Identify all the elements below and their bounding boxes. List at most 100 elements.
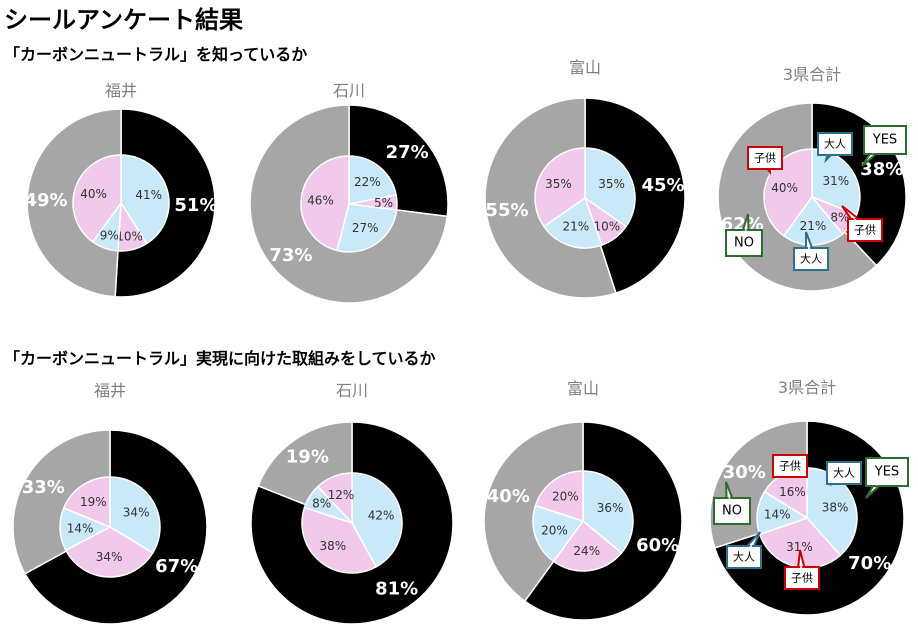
chart-title: 富山 <box>567 379 599 398</box>
inner-percent-label: 31% <box>786 540 813 554</box>
no-percent-label: 49% <box>24 190 67 211</box>
inner-percent-label: 46% <box>307 193 334 207</box>
callout-子供: 子供 <box>772 454 808 479</box>
inner-percent-label: 8% <box>312 497 331 511</box>
callout-子供: 子供 <box>841 205 883 242</box>
callout-NO: NO <box>713 481 751 525</box>
donut-chart-1: 石川 27% 73% 22% 5% 27% 46% <box>249 81 449 304</box>
inner-slice-adult <box>336 203 398 253</box>
inner-percent-label: 40% <box>80 187 107 201</box>
yes-percent-label: 51% <box>174 195 217 216</box>
yes-percent-label: 81% <box>375 578 418 599</box>
inner-percent-label: 40% <box>771 181 798 195</box>
inner-slice-adult <box>806 467 858 557</box>
yes-percent-label: 27% <box>386 142 429 163</box>
inner-slice-adult <box>782 195 844 246</box>
inner-percent-label: 35% <box>545 177 572 191</box>
donut-chart-6: 富山 60% 40% 36% 24% 20% 20% <box>483 379 683 621</box>
inner-percent-label: 36% <box>597 501 624 515</box>
inner-percent-label: 10% <box>116 229 143 243</box>
callout-YES: YES <box>865 457 909 499</box>
chart-title: 石川 <box>333 81 365 100</box>
inner-percent-label: 21% <box>800 219 827 233</box>
no-percent-label: 73% <box>269 245 312 266</box>
inner-percent-label: 8% <box>830 210 849 224</box>
inner-slice-adult <box>584 147 636 228</box>
inner-percent-label: 21% <box>562 220 589 234</box>
callout-大人: 大人 <box>793 231 829 271</box>
inner-percent-label: 5% <box>374 196 393 210</box>
chart-title: 富山 <box>569 58 601 77</box>
inner-percent-label: 10% <box>594 220 621 234</box>
callout-label: YES <box>872 133 897 148</box>
section-title-awareness: 「カーボンニュートラル」を知っているか <box>4 45 308 64</box>
inner-percent-label: 27% <box>352 221 379 235</box>
chart-title: 3県合計 <box>778 378 836 397</box>
callout-大人: 大人 <box>726 531 762 569</box>
callout-label: 大人 <box>733 550 755 564</box>
callout-大人: 大人 <box>817 132 853 164</box>
inner-slice-adult <box>348 155 398 205</box>
callout-label: 子供 <box>779 459 801 473</box>
chart-title: 石川 <box>336 381 368 400</box>
inner-percent-label: 34% <box>96 550 123 564</box>
no-percent-label: 19% <box>286 447 329 468</box>
chart-title: 福井 <box>105 81 137 100</box>
yes-percent-label: 38% <box>860 159 903 180</box>
inner-slice-child <box>763 148 813 237</box>
no-percent-label: 33% <box>22 477 65 498</box>
no-percent-label: 40% <box>487 486 530 507</box>
section-title-action: 「カーボンニュートラル」実現に向けた取組みをしているか <box>4 349 436 368</box>
yes-percent-label: 45% <box>641 175 684 196</box>
inner-percent-label: 24% <box>573 544 600 558</box>
inner-slice-child <box>72 154 122 243</box>
inner-percent-label: 14% <box>764 508 791 522</box>
callout-label: NO <box>722 504 742 519</box>
yes-percent-label: 60% <box>636 535 679 556</box>
callout-label: 子供 <box>854 223 876 237</box>
inner-percent-label: 34% <box>123 505 150 519</box>
callout-label: 子供 <box>791 571 813 585</box>
inner-percent-label: 38% <box>822 500 849 514</box>
donut-chart-2: 富山 45% 55% 35% 10% 21% 35% <box>484 58 686 299</box>
callout-label: 大人 <box>833 466 855 480</box>
yes-percent-label: 70% <box>848 553 891 574</box>
inner-slice-child <box>300 155 350 252</box>
inner-percent-label: 19% <box>80 495 107 509</box>
inner-percent-label: 38% <box>320 539 347 553</box>
inner-percent-label: 42% <box>368 509 395 523</box>
callout-label: 大人 <box>800 252 822 266</box>
inner-slice-adult <box>351 472 403 568</box>
inner-slice-adult <box>532 504 585 563</box>
inner-percent-label: 31% <box>822 174 849 188</box>
no-percent-label: 30% <box>723 462 766 483</box>
donut-chart-4: 福井 67% 33% 34% 34% 14% 19% <box>12 381 208 625</box>
yes-percent-label: 67% <box>155 556 198 577</box>
inner-percent-label: 20% <box>552 490 579 504</box>
chart-title: 福井 <box>94 381 126 400</box>
inner-percent-label: 20% <box>541 523 568 537</box>
inner-slice-child <box>316 472 353 525</box>
inner-percent-label: 14% <box>67 521 94 535</box>
inner-percent-label: 35% <box>598 177 625 191</box>
callout-NO: NO <box>725 213 763 257</box>
callout-label: NO <box>734 236 754 251</box>
callout-label: 子供 <box>754 151 776 165</box>
callout-子供: 子供 <box>747 146 783 175</box>
page-title: シールアンケート結果 <box>4 6 244 34</box>
donut-chart-5: 石川 81% 19% 42% 38% 8%12% <box>250 381 454 625</box>
inner-slice-child <box>62 476 111 529</box>
callout-子供: 子供 <box>784 549 820 590</box>
chart-title: 3県合計 <box>783 65 841 84</box>
inner-slice-adult <box>582 470 634 554</box>
inner-percent-label: 16% <box>779 485 806 499</box>
inner-slice-child <box>301 506 378 574</box>
inner-slice-child <box>552 519 623 572</box>
inner-slice-adult <box>542 196 603 249</box>
inner-percent-label: 12% <box>328 488 355 502</box>
callout-大人: 大人 <box>826 461 862 487</box>
callout-YES: YES <box>861 125 907 167</box>
inner-slice-child <box>534 470 584 523</box>
donut-chart-0: 福井 51% 49% 41% 10%9% 40% <box>24 81 218 298</box>
